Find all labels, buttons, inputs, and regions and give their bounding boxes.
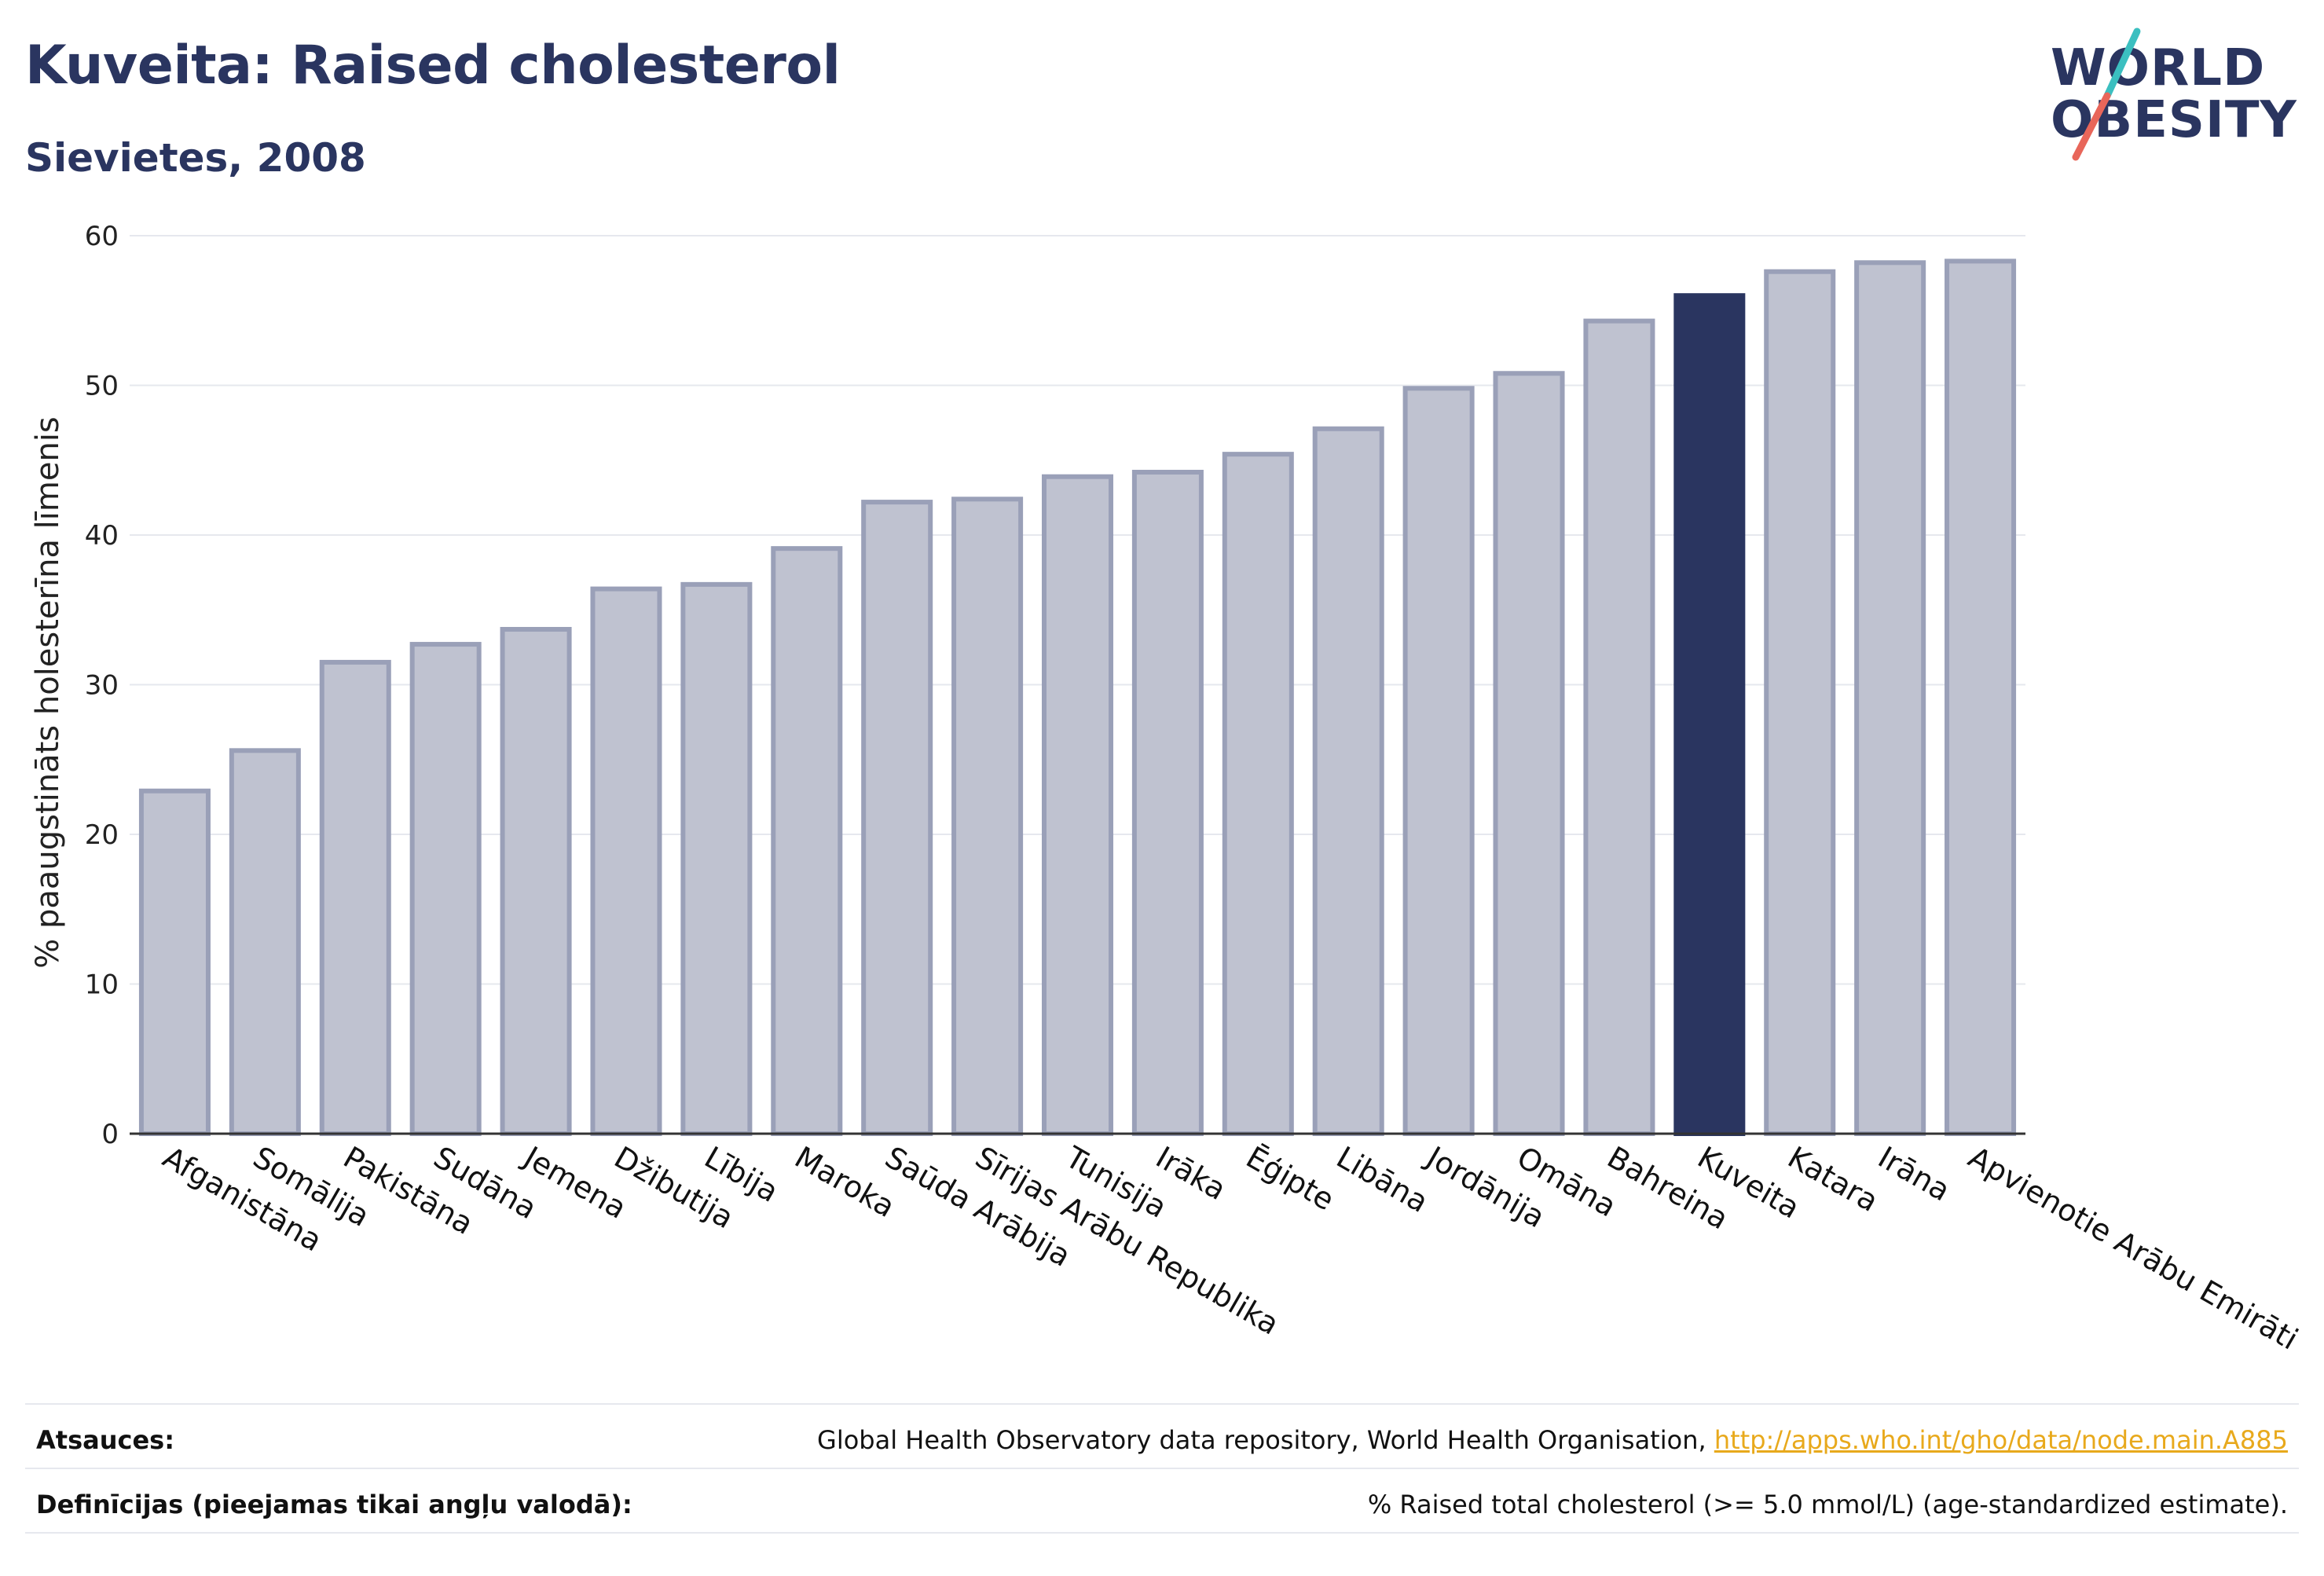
bar-chart: 0 10 20 30 40 50 60 % paaugstināts holesterīna …	[30, 221, 2304, 1357]
x-tick-label: Jemena	[517, 1139, 632, 1226]
bar	[138, 788, 211, 1136]
bar	[1764, 269, 1836, 1137]
x-tick-label: Apvienotie Arābu Emirāti	[1963, 1140, 2304, 1357]
bar	[771, 546, 843, 1136]
chart-subtitle: Sievietes, 2008	[25, 135, 366, 181]
y-tick-label: 0	[101, 1119, 119, 1150]
bar	[1312, 426, 1384, 1136]
bar	[1945, 258, 2017, 1136]
sources-link[interactable]: http://apps.who.int/gho/data/node.main.A…	[1714, 1425, 2288, 1455]
y-tick-label: 50	[85, 371, 119, 402]
y-tick-label: 10	[85, 969, 119, 1001]
x-tick-label: Ēģipte	[1241, 1140, 1340, 1218]
y-tick-label: 20	[85, 819, 119, 851]
bar	[1673, 293, 1746, 1137]
bar	[861, 500, 933, 1136]
chart-title: Kuveita: Raised cholesterol	[25, 35, 841, 97]
bar	[500, 627, 572, 1136]
bar	[319, 659, 391, 1136]
bar	[229, 748, 301, 1136]
bar	[1131, 469, 1204, 1136]
sources-description: Global Health Observatory data repositor…	[817, 1425, 1714, 1455]
y-tick-label: 40	[85, 520, 119, 552]
bar	[1583, 318, 1655, 1137]
footer-divider	[25, 1403, 2299, 1405]
bar	[680, 581, 753, 1136]
logo-slash-icon	[2072, 27, 2141, 161]
footer-divider	[25, 1532, 2299, 1534]
footer-divider	[25, 1468, 2299, 1469]
y-tick-label: 60	[85, 221, 119, 252]
bar	[409, 642, 482, 1136]
sources-text: Global Health Observatory data repositor…	[817, 1425, 2288, 1455]
world-obesity-logo: WORLD OBESITY	[2051, 24, 2302, 165]
y-tick-label: 30	[85, 670, 119, 702]
x-tick-label: Libāna	[1331, 1140, 1435, 1219]
sources-label: Atsauces:	[36, 1425, 174, 1455]
bar	[1493, 371, 1565, 1136]
definitions-label: Definīcijas (pieejamas tikai angļu valod…	[36, 1490, 632, 1519]
bar	[1222, 452, 1294, 1136]
bar	[1041, 474, 1114, 1136]
x-tick-label: Maroka	[789, 1140, 900, 1224]
bar	[1854, 260, 1926, 1136]
bar	[951, 497, 1024, 1136]
y-axis-label: % paaugstināts holesterīna līmenis	[30, 416, 66, 969]
bar	[1402, 386, 1475, 1136]
definitions-text: % Raised total cholesterol (>= 5.0 mmol/…	[1367, 1490, 2288, 1519]
bar	[590, 586, 662, 1136]
x-tick-label: Irāna	[1872, 1140, 1956, 1208]
logo-word-world: WORLD	[2051, 39, 2266, 97]
